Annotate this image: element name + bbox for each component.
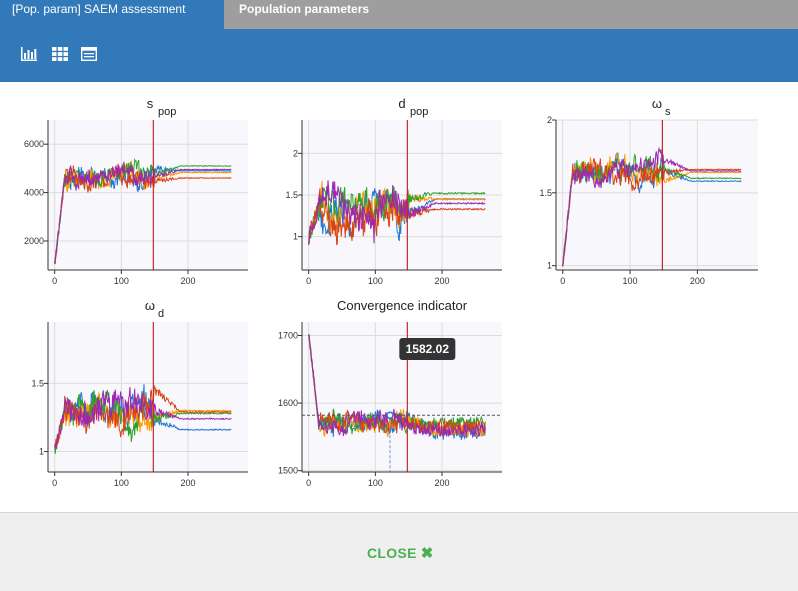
hover-marker [386,411,394,419]
x-tick-label: 200 [180,276,195,286]
x-tick-label: 0 [52,478,57,488]
x-tick-label: 0 [560,276,565,286]
y-tick-label: 1.5 [31,378,44,388]
chart-title-subscript: d [158,308,164,320]
bar-chart-icon[interactable] [21,47,37,61]
x-tick-label: 100 [114,478,129,488]
close-label: CLOSE [367,545,417,561]
plot-background [556,120,758,270]
chart-title-subscript: s [665,106,671,118]
y-tick-label: 1 [39,447,44,457]
y-tick-label: 1 [547,261,552,271]
series-line-4 [54,161,232,264]
chart-title: s [147,96,154,111]
x-tick-label: 100 [623,276,638,286]
plot-background [48,120,248,270]
plot-background [48,322,248,472]
series-line-4 [308,180,486,245]
tooltip-box [399,338,456,360]
x-tick-label: 200 [180,478,195,488]
x-tick-label: 0 [306,276,311,286]
y-tick-label: 2 [293,148,298,158]
x-tick-label: 0 [52,276,57,286]
tab-saem-assessment[interactable]: [Pop. param] SAEM assessment [0,0,224,29]
chart-title: d [398,96,405,111]
y-tick-label: 1 [293,232,298,242]
y-tick-label: 1.5 [285,190,298,200]
x-tick-label: 100 [114,276,129,286]
x-tick-label: 200 [690,276,705,286]
x-tick-label: 200 [434,478,449,488]
series-line-4 [54,387,232,449]
chart-title: ω [145,298,155,313]
chart-4: Convergence indicator 1582.02 0 100 200 1500 1… [278,298,502,488]
y-tick-label: 1500 [278,466,298,476]
tab-population-parameters[interactable]: Population parameters [239,2,370,16]
y-tick-label: 6000 [24,139,44,149]
series-line-4 [562,146,742,267]
x-tick-label: 0 [306,478,311,488]
table-icon[interactable] [81,47,97,61]
x-tick-label: 100 [368,276,383,286]
chart-title-subscript: pop [410,106,428,118]
tab-bar: [Pop. param] SAEM assessment Population … [0,0,798,29]
y-tick-label: 4000 [24,188,44,198]
close-icon: ✖ [420,545,434,562]
y-tick-label: 1700 [278,331,298,341]
chart-3: ωd 0 100 200 1 1.5 [31,298,248,488]
y-tick-label: 1600 [278,398,298,408]
x-tick-label: 100 [368,478,383,488]
tooltip-value: 1582.02 [406,342,450,356]
chart-2: ωs 0 100 200 1 1.5 2 [539,96,758,286]
y-tick-label: 2000 [24,236,44,246]
close-button[interactable]: CLOSE ✖ [355,541,446,565]
toolbar [0,29,798,82]
grid-icon[interactable] [52,47,68,61]
chart-title-subscript: pop [158,106,176,118]
plots-area: s pop 0 100 200 2000 4000 6000 d pop 0 100 200 1 1.5 2 ω… [0,82,798,512]
x-tick-label: 200 [434,276,449,286]
chart-title: Convergence indicator [337,298,468,313]
y-tick-label: 2 [547,115,552,125]
y-tick-label: 1.5 [539,188,552,198]
chart-title: ω [652,96,662,111]
footer: CLOSE ✖ [0,512,798,591]
